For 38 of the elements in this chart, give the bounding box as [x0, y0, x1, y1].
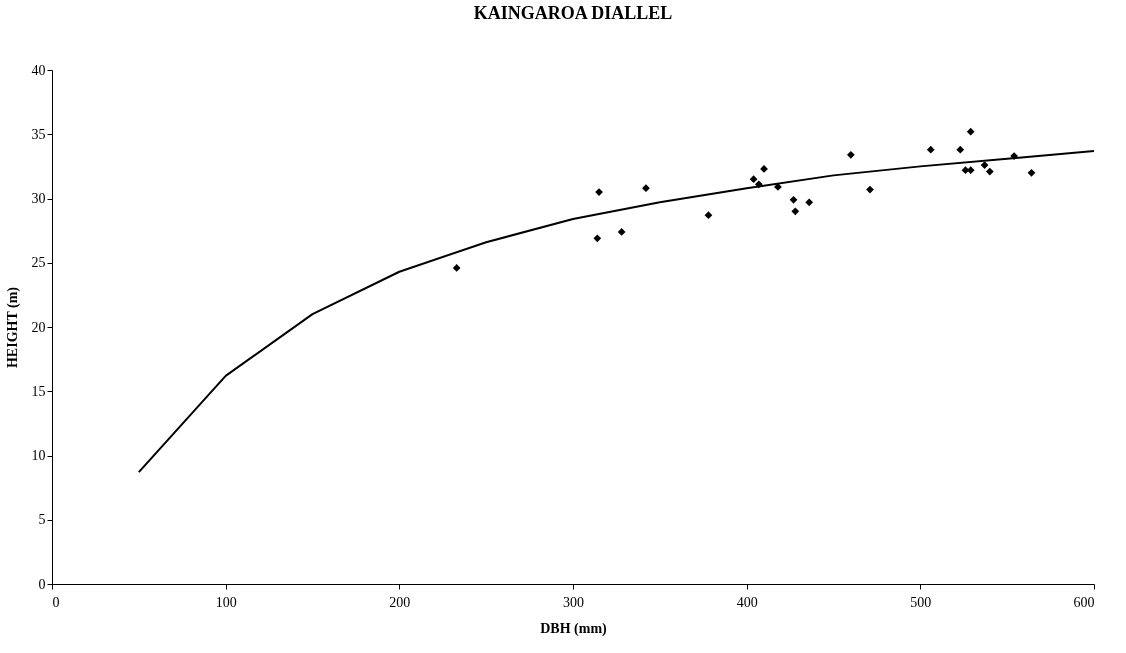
x-tick-label: 400	[736, 594, 758, 610]
point	[956, 145, 965, 154]
y-tick-label: 25	[31, 255, 46, 271]
point	[961, 166, 970, 175]
x-tick-label: 600	[1073, 594, 1095, 610]
x-tick-label: 0	[52, 594, 60, 610]
point	[805, 198, 814, 207]
y-tick-label: 5	[38, 512, 46, 528]
y-tick-label: 0	[38, 576, 46, 592]
point	[980, 161, 989, 169]
point	[1027, 168, 1036, 177]
point	[789, 195, 798, 204]
point	[846, 150, 855, 159]
y-tick-label: 40	[31, 62, 46, 78]
point	[791, 207, 800, 216]
x-tick-label: 100	[215, 594, 237, 610]
x-tick-label: 500	[910, 594, 932, 610]
x-axis-title: DBH (mm)	[540, 620, 608, 637]
point	[704, 211, 713, 220]
point	[642, 184, 650, 193]
y-tick-label: 30	[31, 191, 46, 206]
point	[593, 234, 602, 243]
point	[866, 185, 874, 194]
point	[966, 127, 975, 136]
y-tick-label: 20	[31, 319, 46, 335]
point	[617, 228, 626, 236]
point	[452, 264, 461, 272]
point	[985, 167, 994, 176]
point	[926, 145, 935, 154]
y-tick-label: 15	[31, 383, 46, 399]
y-axis-title: HEIGHT (m)	[4, 286, 21, 369]
point	[749, 175, 758, 184]
x-tick-label: 300	[563, 594, 584, 610]
y-tick-label: 35	[31, 126, 46, 142]
x-tick-label: 200	[389, 594, 411, 610]
line-series	[137, 149, 1095, 474]
chart-title: KAINGAROA DIALLEL	[473, 3, 673, 23]
y-tick-label: 10	[31, 448, 46, 463]
